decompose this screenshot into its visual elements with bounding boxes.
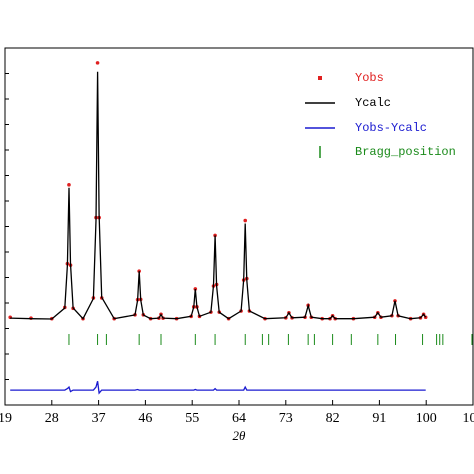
legend-label: Ycalc xyxy=(355,96,391,110)
series-line xyxy=(10,71,427,320)
x-tick-label: 82 xyxy=(326,411,340,426)
legend-swatch xyxy=(318,76,322,80)
x-tick-label: 19 xyxy=(0,411,12,426)
x-tick-label: 91 xyxy=(372,411,386,426)
x-tick-label: 28 xyxy=(45,411,59,426)
plot-frame xyxy=(4,47,474,406)
x-tick-label: 55 xyxy=(185,411,199,426)
obs-point xyxy=(67,183,71,187)
obs-point xyxy=(95,61,100,65)
legend-label: Bragg_position xyxy=(355,145,456,159)
series-line xyxy=(10,381,426,395)
legend-label: Yobs-Ycalc xyxy=(355,121,427,135)
x-tick-label: 109 xyxy=(463,411,474,426)
x-tick-label: 64 xyxy=(232,411,246,426)
obs-point xyxy=(243,218,248,223)
x-axis-label: 2θ xyxy=(233,428,247,443)
x-tick-label: 100 xyxy=(416,411,437,426)
x-tick-label: 37 xyxy=(92,411,106,426)
x-tick-label: 46 xyxy=(138,411,152,426)
legend-label: Yobs xyxy=(355,71,384,85)
x-tick-label: 73 xyxy=(279,411,293,426)
